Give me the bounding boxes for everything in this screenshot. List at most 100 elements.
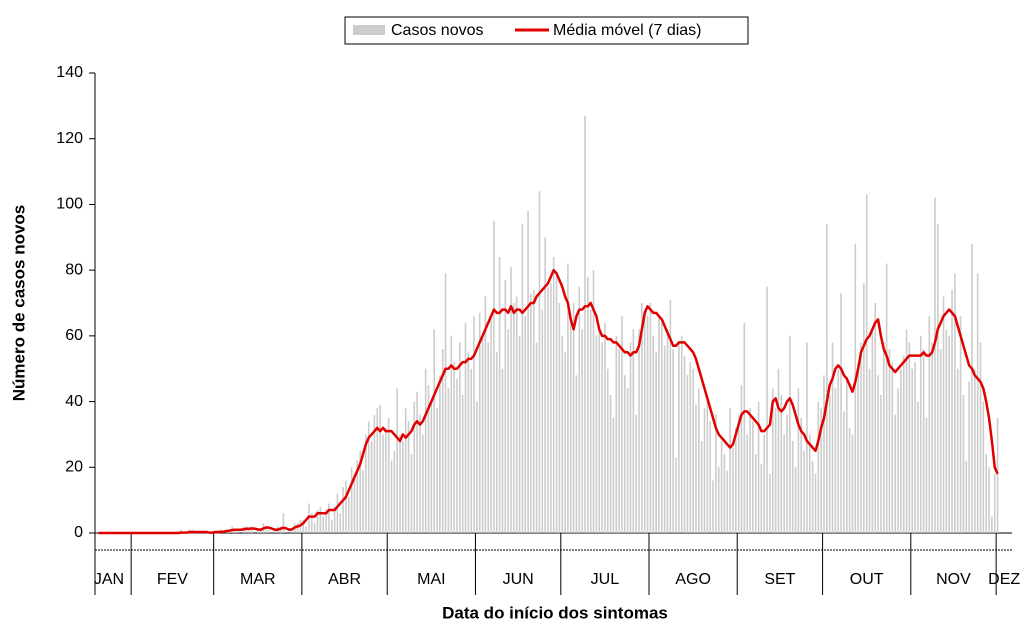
bar [385,427,387,533]
bar [561,335,564,533]
x-tick-label: ABR [328,571,361,588]
bar [800,418,803,533]
bar [256,529,259,533]
bar [797,388,800,533]
bar [834,388,837,533]
bar [325,510,327,533]
bar [581,329,583,533]
bar [589,309,592,533]
bar [532,289,535,533]
bar [541,309,544,533]
bar [794,467,797,533]
bar [609,395,612,533]
bar [513,303,515,533]
x-tick-label: JAN [94,571,124,588]
bar [632,329,635,533]
bar [700,441,703,533]
bar [333,506,336,533]
bar [626,388,629,533]
bar [595,335,598,533]
bar [350,467,353,533]
bar [985,454,987,533]
bar [939,349,942,533]
bar [473,316,475,533]
bar [880,395,882,533]
bar [382,434,384,533]
x-tick-label: OUT [850,571,884,588]
bar [897,388,899,533]
bar [757,401,760,533]
bar [587,276,589,533]
bar [900,368,902,533]
bar [863,283,865,533]
bar [993,473,996,533]
bar [379,404,381,533]
bar [521,224,524,533]
bar [686,375,689,533]
bar [914,362,916,533]
legend-swatch [353,25,385,35]
y-tick-label: 80 [65,261,83,278]
bar [820,408,822,533]
bar [427,385,430,533]
bar [393,450,396,533]
bar [902,355,905,533]
bar [510,266,512,533]
bar [732,447,734,533]
bar [555,276,558,533]
bar [652,335,655,533]
bar [598,329,601,533]
bar [490,319,492,533]
bar [734,427,737,533]
bar [925,418,928,533]
bar [789,335,791,533]
bar [367,421,370,533]
bar [535,342,538,533]
bar [860,342,862,533]
bar [976,273,979,533]
bar [612,418,615,533]
bar [527,211,529,533]
y-tick-label: 100 [56,196,83,213]
y-tick-label: 60 [65,327,83,344]
y-tick-label: 140 [56,64,83,81]
bar [737,414,740,533]
bar [698,388,700,533]
bar [851,434,854,533]
bar [959,316,962,533]
bar [251,529,253,533]
x-tick-label: AGO [675,571,711,588]
bar [268,529,270,533]
bar [601,342,603,533]
bar [678,342,680,533]
bar [399,434,401,533]
legend-label: Média móvel (7 dias) [553,22,702,39]
bar [376,408,379,533]
bar [578,286,581,533]
bar [407,421,410,533]
bar [754,454,757,533]
bar [538,191,541,534]
bar [868,368,871,533]
bar [962,395,965,533]
bar [282,513,285,533]
bar [342,487,344,533]
bar [689,362,692,533]
bar [942,296,945,533]
bar [882,342,885,533]
bar [996,418,999,533]
bar [948,335,951,533]
bar [387,418,390,533]
x-tick-label: SET [764,571,795,588]
bar [296,523,299,533]
bar [979,342,982,533]
bar [746,434,748,533]
bar [965,460,968,533]
bar [402,441,404,533]
bar [313,523,316,533]
bar [845,378,848,533]
bar [780,395,783,533]
bar [419,414,421,533]
legend-label: Casos novos [391,22,484,39]
bar [416,391,418,533]
